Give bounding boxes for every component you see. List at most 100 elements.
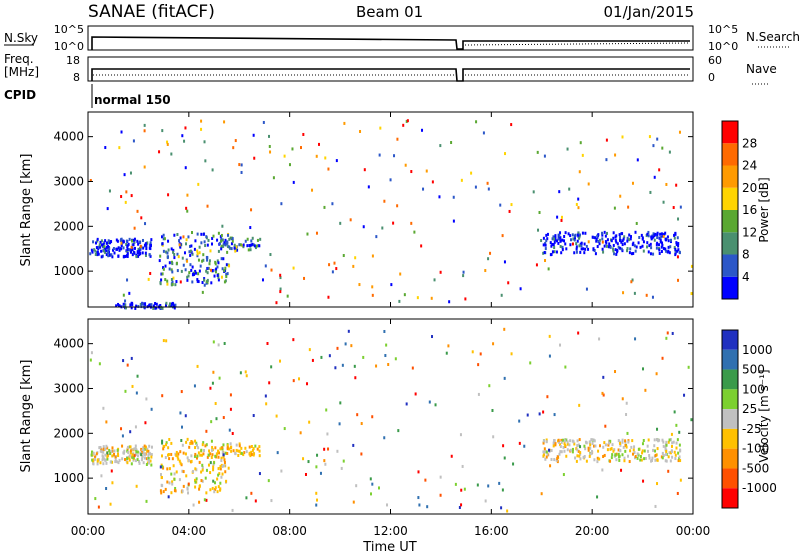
data-cell — [238, 444, 241, 448]
data-cell — [608, 242, 611, 246]
data-cell — [122, 255, 125, 259]
data-cell — [331, 270, 334, 274]
data-cell — [187, 482, 190, 486]
data-cell — [245, 374, 248, 378]
data-cell — [180, 390, 183, 394]
data-cell — [673, 246, 676, 250]
data-cell — [340, 466, 343, 470]
data-cell — [339, 401, 342, 405]
data-cell — [605, 158, 608, 162]
data-cell — [445, 351, 448, 355]
data-cell — [379, 126, 382, 130]
data-cell — [674, 453, 677, 457]
data-cell — [648, 135, 651, 139]
data-cell — [577, 443, 580, 447]
data-cell — [150, 407, 153, 411]
data-cell — [126, 247, 129, 251]
data-cell — [141, 302, 144, 306]
data-cell — [211, 168, 214, 172]
data-cell — [147, 456, 150, 460]
data-cell — [199, 453, 202, 457]
data-cell — [292, 338, 295, 342]
data-cell — [687, 365, 690, 369]
data-cell — [612, 243, 615, 247]
data-cell — [236, 248, 239, 252]
data-cell — [129, 171, 132, 175]
data-cell — [578, 244, 581, 248]
data-cell — [560, 215, 563, 219]
data-cell — [324, 462, 327, 466]
data-cell — [214, 260, 217, 264]
data-cell — [242, 243, 245, 247]
data-cell — [662, 440, 665, 444]
data-cell — [258, 445, 261, 449]
data-cell — [226, 240, 229, 244]
data-cell — [161, 129, 164, 133]
data-cell — [683, 393, 686, 397]
data-cell — [221, 267, 224, 271]
data-cell — [167, 446, 170, 450]
data-cell — [131, 384, 134, 388]
data-cell — [110, 253, 113, 257]
data-cell — [162, 490, 165, 494]
data-cell — [152, 304, 155, 308]
data-cell — [219, 465, 222, 469]
data-cell — [560, 440, 563, 444]
data-cell — [189, 263, 192, 267]
data-cell — [237, 449, 240, 453]
data-cell — [161, 454, 164, 458]
data-cell — [199, 264, 202, 268]
data-cell — [107, 245, 110, 249]
data-cell — [563, 442, 566, 446]
data-cell — [200, 453, 203, 457]
data-cell — [269, 253, 272, 257]
data-cell — [115, 238, 118, 242]
data-cell — [109, 502, 112, 506]
data-cell — [233, 247, 236, 251]
data-cell — [336, 346, 339, 350]
data-cell — [571, 242, 574, 246]
data-cell — [676, 236, 679, 240]
data-cell — [648, 244, 651, 248]
data-cell — [561, 248, 564, 252]
nsearch-label: N.Search — [746, 30, 800, 44]
data-cell — [268, 144, 271, 148]
data-cell — [566, 147, 569, 151]
data-cell — [646, 232, 649, 236]
data-cell — [369, 477, 372, 481]
data-cell — [125, 239, 128, 243]
data-cell — [503, 327, 506, 331]
data-cell — [360, 422, 363, 426]
data-cell — [626, 249, 629, 253]
data-cell — [265, 402, 268, 406]
freq-label: Freq. — [4, 52, 34, 66]
data-cell — [319, 471, 322, 475]
data-cell — [545, 239, 548, 243]
data-cell — [205, 429, 208, 433]
data-cell — [540, 492, 543, 496]
data-cell — [303, 276, 306, 280]
data-cell — [184, 414, 187, 418]
data-cell — [327, 447, 330, 451]
data-cell — [431, 180, 434, 184]
data-cell — [193, 478, 196, 482]
data-cell — [608, 441, 611, 445]
data-cell — [627, 454, 630, 458]
data-cell — [167, 453, 170, 457]
data-cell — [675, 446, 678, 450]
data-cell — [580, 244, 583, 248]
nsky-label: N.Sky — [4, 31, 38, 45]
data-cell — [221, 446, 224, 450]
data-cell — [315, 491, 318, 495]
data-cell — [630, 280, 633, 284]
data-cell — [259, 237, 262, 241]
data-cell — [187, 491, 190, 495]
data-cell — [552, 237, 555, 241]
data-cell — [420, 244, 423, 248]
data-cell — [292, 379, 295, 383]
data-cell — [418, 503, 421, 507]
data-cell — [579, 141, 582, 145]
data-cell — [413, 230, 416, 234]
data-cell — [205, 269, 208, 273]
